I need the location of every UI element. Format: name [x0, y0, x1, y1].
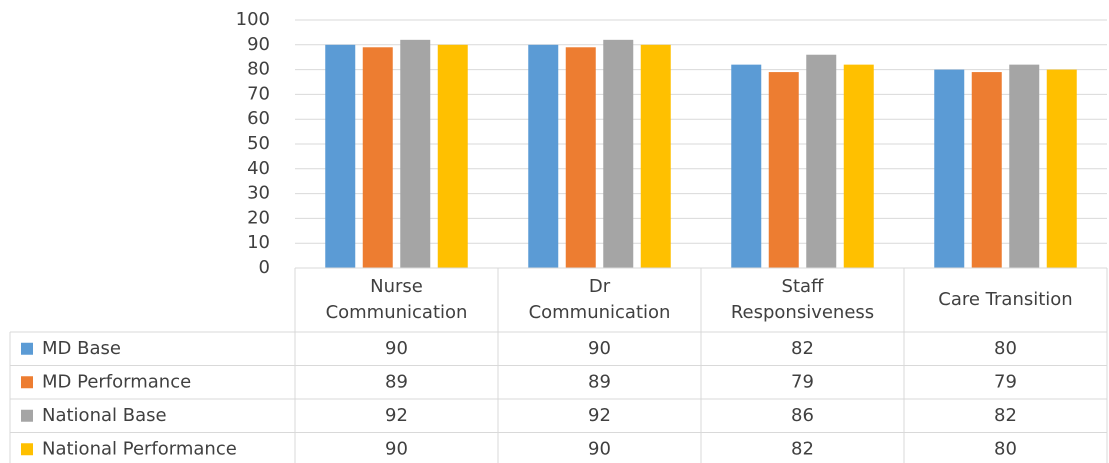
table-value: 79 [994, 371, 1017, 392]
bar [400, 39, 431, 269]
y-tick-label: 30 [247, 183, 270, 204]
table-value: 92 [385, 405, 408, 426]
bar [362, 47, 393, 268]
x-tick-label: Dr Communication [528, 276, 671, 323]
x-tick-label: Nurse Communication [325, 276, 468, 323]
bar [843, 64, 874, 268]
bar [934, 69, 965, 268]
bar [603, 39, 634, 269]
category-cell: Nurse Communication [325, 276, 468, 323]
legend-key [21, 409, 33, 422]
bar [565, 47, 596, 268]
bar [806, 54, 837, 268]
y-tick-label: 50 [247, 133, 270, 154]
y-tick-label: 90 [247, 34, 270, 55]
legend-label: MD Performance [42, 371, 191, 392]
bar [528, 44, 559, 268]
table-value: 86 [791, 405, 814, 426]
bar [1009, 64, 1040, 268]
table-value: 89 [385, 371, 408, 392]
bar [325, 44, 356, 268]
y-tick-label: 80 [247, 59, 270, 80]
y-tick-label: 10 [247, 232, 270, 253]
table-value: 80 [994, 338, 1017, 359]
bar [437, 44, 468, 268]
legend-key [21, 376, 33, 389]
table-value: 90 [385, 438, 408, 459]
category-cell: Staff Responsiveness [730, 276, 875, 323]
bar [731, 64, 762, 268]
legend-label: National Performance [42, 438, 237, 459]
bar [768, 72, 799, 268]
y-tick-label: 0 [259, 257, 270, 278]
bar [971, 72, 1002, 268]
legend-label: National Base [42, 405, 167, 426]
table-value: 89 [588, 371, 611, 392]
bar [640, 44, 671, 268]
y-tick-label: 100 [236, 9, 270, 30]
category-cell: Dr Communication [528, 276, 671, 323]
table-value: 90 [588, 438, 611, 459]
legend-label: MD Base [42, 338, 121, 359]
y-tick-label: 40 [247, 158, 270, 179]
y-tick-label: 20 [247, 207, 270, 228]
table-value: 82 [994, 405, 1017, 426]
table-value: 79 [791, 371, 814, 392]
legend-key [21, 342, 33, 355]
category-cell: Care Transition [938, 289, 1073, 310]
y-tick-label: 70 [247, 83, 270, 104]
x-tick-label: Care Transition [938, 289, 1073, 310]
table-value: 82 [791, 338, 814, 359]
x-tick-label: Staff Responsiveness [730, 276, 875, 323]
table-value: 80 [994, 438, 1017, 459]
table-value: 82 [791, 438, 814, 459]
table-value: 90 [385, 338, 408, 359]
legend-key [21, 443, 33, 456]
y-tick-label: 60 [247, 108, 270, 129]
bar [1046, 69, 1077, 268]
table-value: 92 [588, 405, 611, 426]
table-value: 90 [588, 338, 611, 359]
